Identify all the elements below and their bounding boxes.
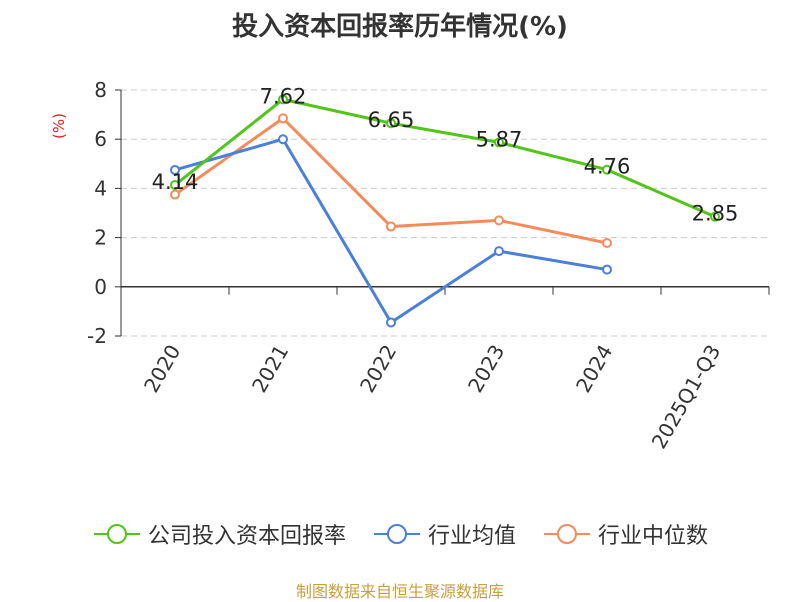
data-label: 4.76 xyxy=(584,155,631,179)
legend-item-company[interactable]: 公司投入资本回报率 xyxy=(92,518,346,550)
data-label: 7.62 xyxy=(260,84,307,108)
x-tick-label: 2024 xyxy=(571,341,617,397)
legend-label-company: 公司投入资本回报率 xyxy=(147,524,346,549)
series-point-2 xyxy=(602,238,612,249)
series-point-2 xyxy=(494,215,504,226)
x-tick-label: 2025Q1-Q3 xyxy=(647,341,726,453)
legend-marker-industry-mean xyxy=(373,524,420,544)
series-point-1 xyxy=(494,246,504,257)
series-line-0 xyxy=(174,97,716,219)
series-point-1 xyxy=(602,264,612,275)
legend-item-industry-mean[interactable]: 行业均值 xyxy=(372,518,516,550)
series-point-0 xyxy=(602,164,612,175)
data-label: 5.87 xyxy=(476,127,523,151)
series-point-2 xyxy=(386,221,396,232)
series-point-1 xyxy=(386,317,396,328)
series-point-0 xyxy=(710,211,720,222)
legend-label-industry-median: 行业中位数 xyxy=(598,524,709,549)
data-label: 6.65 xyxy=(368,108,415,132)
series-point-1 xyxy=(278,134,288,145)
chart-plot: -2 0 2 4 6 8 (%) 2020 2021 2022 2023 2024 2025Q1-Q3 4… xyxy=(50,78,770,453)
chart-legend: 公司投入资本回报率 行业均值 行业中位数 xyxy=(0,518,800,550)
series-point-0 xyxy=(278,94,288,105)
y-tick-label: 4 xyxy=(94,176,107,200)
series-point-2 xyxy=(278,113,288,124)
legend-marker-company xyxy=(93,524,140,544)
y-tick-label: 6 xyxy=(94,127,107,151)
chart-title: 投入资本回报率历年情况(%) xyxy=(232,12,568,42)
series-point-0 xyxy=(494,137,504,148)
x-tick-label: 2020 xyxy=(139,341,185,397)
y-axis-unit-label: (%) xyxy=(50,113,68,139)
series-point-0 xyxy=(386,118,396,129)
x-tick-label: 2023 xyxy=(463,341,509,397)
data-label: 2.85 xyxy=(692,202,739,226)
legend-label-industry-mean: 行业均值 xyxy=(427,524,516,549)
x-tick-label: 2021 xyxy=(247,341,293,397)
x-tick-label: 2022 xyxy=(355,341,401,397)
series-point-1 xyxy=(170,164,180,175)
data-label: 4.14 xyxy=(152,170,199,194)
y-tick-label: 0 xyxy=(94,275,107,299)
y-tick-label: -2 xyxy=(87,324,107,348)
series-point-0 xyxy=(170,179,180,190)
legend-marker-industry-median xyxy=(544,524,590,544)
data-source-note: 制图数据来自恒生聚源数据库 xyxy=(295,582,504,601)
series-point-2 xyxy=(170,189,180,200)
legend-item-industry-median[interactable]: 行业中位数 xyxy=(542,518,708,550)
y-tick-label: 2 xyxy=(94,226,107,250)
y-tick-label: 8 xyxy=(94,78,107,102)
